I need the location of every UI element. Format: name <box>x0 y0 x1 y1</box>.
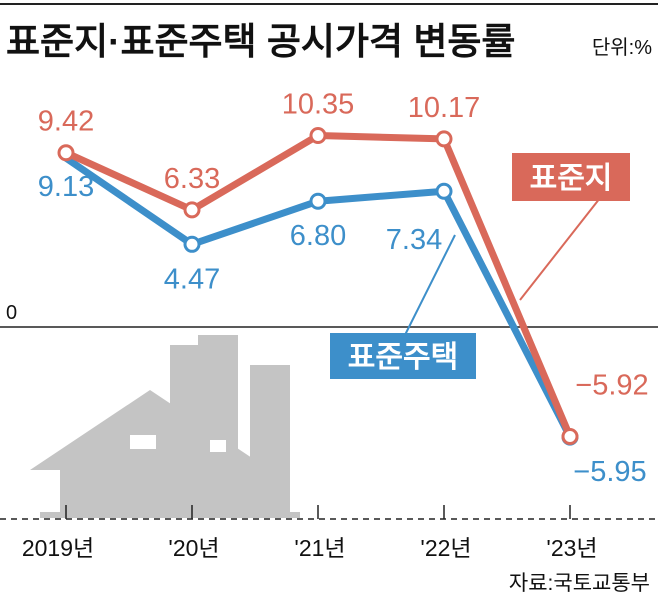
x-tick-label: '20년 <box>168 535 219 561</box>
chart-title: 표준지·표준주택 공시가격 변동률 <box>6 21 515 62</box>
legend-label-standard-house: 표준주택 <box>348 341 458 374</box>
data-point <box>57 144 75 162</box>
legend-label-standard-land: 표준지 <box>530 162 613 195</box>
data-point <box>309 127 327 145</box>
data-point <box>435 182 453 200</box>
data-point <box>183 201 201 219</box>
data-label: 7.34 <box>386 224 442 256</box>
source-label: 자료:국토교통부 <box>509 572 650 595</box>
data-point <box>309 192 327 210</box>
x-tick-label: '23년 <box>546 535 597 561</box>
data-label: 6.80 <box>290 220 346 252</box>
data-label: 6.33 <box>164 163 220 195</box>
zero-label: 0 <box>6 302 17 324</box>
legend-leader-line <box>404 234 456 336</box>
data-label: 9.13 <box>38 171 94 203</box>
data-point <box>183 235 201 253</box>
unit-label: 단위:% <box>592 36 652 59</box>
data-label: −5.95 <box>573 456 646 488</box>
x-tick-label: 2019년 <box>22 535 94 561</box>
legend-box-standard-house <box>330 333 476 379</box>
legend-leader-line <box>519 197 601 301</box>
data-point <box>561 428 579 446</box>
x-tick-label: '22년 <box>420 535 471 561</box>
data-label: 4.47 <box>164 263 220 295</box>
data-label: 10.17 <box>408 92 481 124</box>
data-label: −5.92 <box>575 370 648 402</box>
data-point <box>435 130 453 148</box>
data-label: 10.35 <box>282 89 355 121</box>
data-label: 9.42 <box>38 106 94 138</box>
x-tick-label: '21년 <box>294 535 345 561</box>
house-building-illustration <box>30 335 300 518</box>
legend-box-standard-land <box>512 153 630 201</box>
